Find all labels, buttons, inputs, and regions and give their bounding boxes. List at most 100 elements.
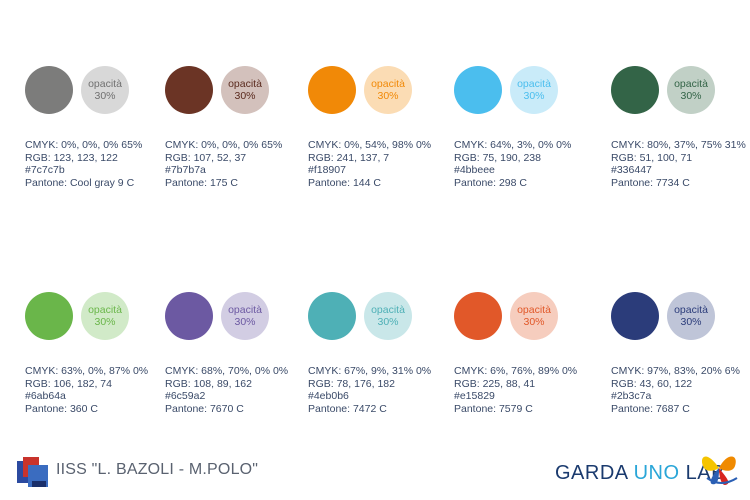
spec-rgb: RGB: 78, 176, 182 [308,377,395,390]
opacity-label: opacità [371,78,405,90]
color-swatch: opacità 30% CMYK: 63%, 0%, 87% 0% RGB: 106,… [25,292,165,432]
solid-color-circle [454,66,502,114]
opacity-value: 30% [234,90,256,102]
color-swatch: opacità 30% CMYK: 97%, 83%, 20% 6% RGB: 43,… [611,292,750,432]
color-swatch: opacità 30% CMYK: 80%, 37%, 75% 31% RGB: 51… [611,66,750,206]
color-specs: CMYK: 0%, 0%, 0% 65% RGB: 107, 52, 37 #7b7… [165,139,282,189]
spec-pantone: Pantone: 360 C [25,402,98,415]
school-logo-icon [17,457,48,487]
brand-word-uno: UNO [633,462,680,484]
solid-color-circle [25,66,73,114]
opacity-30-circle: opacità 30% [364,66,412,114]
opacity-label: opacità [88,78,122,90]
spec-cmyk: CMYK: 6%, 76%, 89% 0% [454,365,578,377]
garda-uno-lab-logo: GARDA UNO LAB [555,462,725,485]
opacity-label: opacità [228,78,262,90]
color-specs: CMYK: 0%, 0%, 0% 65% RGB: 123, 123, 122 #7… [25,139,142,189]
spec-cmyk: CMYK: 67%, 9%, 31% 0% [308,365,432,377]
opacity-30-circle: opacità 30% [81,66,129,114]
color-specs: CMYK: 64%, 3%, 0% 0% RGB: 75, 190, 238 #4b… [454,139,571,189]
spec-rgb: RGB: 51, 100, 71 [611,151,693,164]
spec-hex: #4eb0b6 [308,390,349,403]
color-swatch: opacità 30% CMYK: 0%, 0%, 0% 65% RGB: 107, … [165,66,305,206]
opacity-value: 30% [234,316,256,328]
opacity-30-circle: opacità 30% [221,66,269,114]
opacity-label: opacità [228,304,262,316]
spec-cmyk: CMYK: 63%, 0%, 87% 0% [25,365,149,377]
color-swatch: opacità 30% CMYK: 67%, 9%, 31% 0% RGB: 78, … [308,292,448,432]
color-specs: CMYK: 6%, 76%, 89% 0% RGB: 225, 88, 41 #e1… [454,365,577,415]
opacity-label: opacità [371,304,405,316]
opacity-30-circle: opacità 30% [667,66,715,114]
spec-rgb: RGB: 107, 52, 37 [165,151,247,164]
spec-cmyk: CMYK: 0%, 0%, 0% 65% [165,139,283,151]
spec-hex: #4bbeee [454,164,495,177]
spec-rgb: RGB: 75, 190, 238 [454,151,541,164]
school-name: IISS "L. BAZOLI - M.POLO" [56,461,259,478]
spec-cmyk: CMYK: 64%, 3%, 0% 0% [454,139,572,151]
spec-rgb: RGB: 43, 60, 122 [611,377,693,390]
spec-pantone: Pantone: 7734 C [611,176,690,189]
spec-cmyk: CMYK: 0%, 0%, 0% 65% [25,139,143,151]
solid-color-circle [611,66,659,114]
color-swatch: opacità 30% CMYK: 64%, 3%, 0% 0% RGB: 75, 1… [454,66,594,206]
solid-color-circle [165,66,213,114]
opacity-30-circle: opacità 30% [364,292,412,340]
opacity-30-circle: opacità 30% [81,292,129,340]
opacity-value: 30% [523,90,545,102]
spec-hex: #6c59a2 [165,390,206,403]
spec-cmyk: CMYK: 97%, 83%, 20% 6% [611,365,740,377]
spec-pantone: Pantone: 7687 C [611,402,690,415]
spec-hex: #7c7c7b [25,164,65,177]
opacity-value: 30% [680,90,702,102]
opacity-value: 30% [377,316,399,328]
opacity-label: opacità [517,78,551,90]
opacity-value: 30% [94,316,116,328]
spec-pantone: Pantone: 298 C [454,176,527,189]
spec-pantone: Pantone: 7670 C [165,402,244,415]
color-specs: CMYK: 67%, 9%, 31% 0% RGB: 78, 176, 182 #4… [308,365,431,415]
spec-hex: #6ab64a [25,390,66,403]
spec-hex: #f18907 [308,164,346,177]
solid-color-circle [25,292,73,340]
spec-rgb: RGB: 123, 123, 122 [25,151,118,164]
spec-hex: #7b7b7a [165,164,206,177]
color-swatch: opacità 30% CMYK: 68%, 70%, 0% 0% RGB: 108,… [165,292,305,432]
opacity-label: opacità [674,304,708,316]
color-swatch: opacità 30% CMYK: 0%, 54%, 98% 0% RGB: 241,… [308,66,448,206]
brand-word-garda: GARDA [555,462,628,484]
spec-hex: #336447 [611,164,652,177]
opacity-30-circle: opacità 30% [667,292,715,340]
opacity-30-circle: opacità 30% [510,66,558,114]
opacity-label: opacità [674,78,708,90]
opacity-value: 30% [377,90,399,102]
spec-cmyk: CMYK: 0%, 54%, 98% 0% [308,139,432,151]
color-specs: CMYK: 97%, 83%, 20% 6% RGB: 43, 60, 122 #2… [611,365,740,415]
spec-rgb: RGB: 241, 137, 7 [308,151,390,164]
opacity-30-circle: opacità 30% [221,292,269,340]
opacity-value: 30% [523,316,545,328]
color-specs: CMYK: 0%, 54%, 98% 0% RGB: 241, 137, 7 #f1… [308,139,431,189]
spec-rgb: RGB: 225, 88, 41 [454,377,536,390]
color-swatch: opacità 30% CMYK: 0%, 0%, 0% 65% RGB: 123, … [25,66,165,206]
spec-pantone: Pantone: 175 C [165,176,238,189]
spec-hex: #2b3c7a [611,390,652,403]
color-specs: CMYK: 68%, 70%, 0% 0% RGB: 108, 89, 162 #6… [165,365,288,415]
butterfly-icon [701,456,738,485]
solid-color-circle [165,292,213,340]
color-specs: CMYK: 63%, 0%, 87% 0% RGB: 106, 182, 74 #6… [25,365,148,415]
color-specs: CMYK: 80%, 37%, 75% 31% RGB: 51, 100, 71 #… [611,139,746,189]
opacity-30-circle: opacità 30% [510,292,558,340]
spec-pantone: Pantone: 7472 C [308,402,387,415]
solid-color-circle [454,292,502,340]
spec-cmyk: CMYK: 80%, 37%, 75% 31% [611,139,746,151]
spec-rgb: RGB: 108, 89, 162 [165,377,252,390]
opacity-label: opacità [88,304,122,316]
spec-pantone: Pantone: 7579 C [454,402,533,415]
spec-hex: #e15829 [454,390,495,403]
spec-cmyk: CMYK: 68%, 70%, 0% 0% [165,365,289,377]
solid-color-circle [611,292,659,340]
solid-color-circle [308,292,356,340]
opacity-label: opacità [517,304,551,316]
opacity-value: 30% [680,316,702,328]
